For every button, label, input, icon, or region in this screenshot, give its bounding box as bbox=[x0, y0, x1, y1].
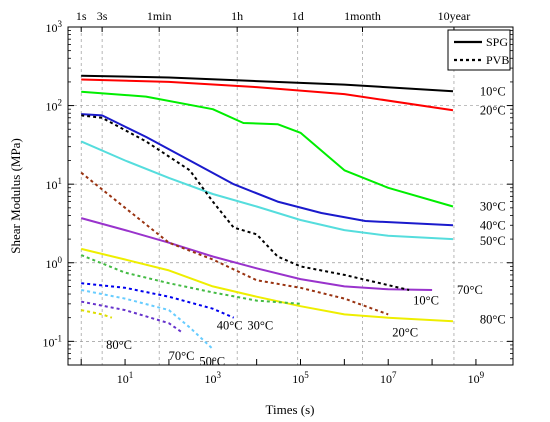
top-marker-label: 1min bbox=[147, 9, 172, 23]
series-line-spg bbox=[81, 113, 454, 227]
series-line-spg bbox=[80, 217, 433, 291]
series-temperature-label: 40°C bbox=[480, 218, 506, 232]
series-temperature-label: 30°C bbox=[480, 199, 506, 213]
series-temperature-label: 20°C bbox=[480, 103, 506, 117]
series-line-pvb bbox=[80, 254, 301, 305]
series-temperature-label: 10°C bbox=[480, 85, 506, 99]
series-line-spg bbox=[81, 90, 454, 208]
x-axis-label: Times (s) bbox=[265, 402, 314, 417]
top-marker-label: 1s bbox=[76, 9, 87, 23]
series-line-spg bbox=[81, 74, 454, 93]
legend-box bbox=[447, 29, 511, 71]
series-temperature-label: 50°C bbox=[199, 355, 225, 369]
x-tick-label: 103 bbox=[205, 370, 222, 386]
y-tick-label: 101 bbox=[46, 176, 63, 192]
x-tick-label: 101 bbox=[117, 370, 134, 386]
y-tick-label: 10-1 bbox=[43, 333, 63, 349]
axis-ticks: 10-1 100 101 102 103 101 103 105 107 109 bbox=[43, 19, 513, 386]
series-temperature-label: 80°C bbox=[480, 312, 506, 326]
top-marker-label: 1h bbox=[231, 9, 243, 23]
series-temperature-label: 70°C bbox=[457, 283, 483, 297]
series-line-pvb bbox=[81, 282, 235, 319]
x-tick-label: 105 bbox=[292, 370, 309, 386]
series-temperature-label: 40°C bbox=[217, 318, 243, 332]
series-temperature-label: 50°C bbox=[480, 234, 506, 248]
x-tick-label: 109 bbox=[468, 370, 485, 386]
series-temperature-label: 70°C bbox=[169, 349, 195, 363]
series-temperature-label: 10°C bbox=[413, 294, 439, 308]
top-marker-label: 1month bbox=[344, 9, 381, 23]
top-time-markers: 1s 3s 1min 1h 1d 1month 10year bbox=[76, 9, 470, 32]
series-line-spg bbox=[80, 140, 454, 241]
series-temperature-label: 20°C bbox=[392, 325, 418, 339]
series-labels: 10°C 20°C 30°C 40°C 50°C 70°C 80°C 10°C 20°C 30°C… bbox=[106, 85, 506, 369]
y-tick-label: 102 bbox=[46, 98, 63, 114]
series-temperature-label: 30°C bbox=[247, 318, 273, 332]
top-marker-label: 10year bbox=[438, 9, 471, 23]
top-marker-label: 3s bbox=[97, 9, 108, 23]
legend: SPG PVB bbox=[447, 29, 511, 71]
series-line-spg bbox=[80, 247, 454, 323]
legend-spg-label: SPG bbox=[486, 35, 508, 49]
series-line-pvb bbox=[80, 171, 389, 316]
series-temperature-label: 80°C bbox=[106, 338, 132, 352]
series-lines bbox=[80, 74, 454, 350]
y-tick-label: 103 bbox=[46, 19, 63, 35]
y-tick-label: 100 bbox=[46, 255, 63, 271]
series-line-pvb bbox=[81, 300, 183, 334]
series-line-pvb bbox=[81, 289, 214, 350]
legend-pvb-label: PVB bbox=[486, 53, 509, 67]
x-tick-label: 107 bbox=[380, 370, 397, 386]
top-marker-label: 1d bbox=[292, 9, 304, 23]
y-axis-label: Shear Modulus (MPa) bbox=[8, 138, 23, 254]
series-line-spg bbox=[81, 78, 454, 112]
series-line-pvb bbox=[81, 114, 410, 291]
series-line-pvb bbox=[80, 309, 113, 319]
